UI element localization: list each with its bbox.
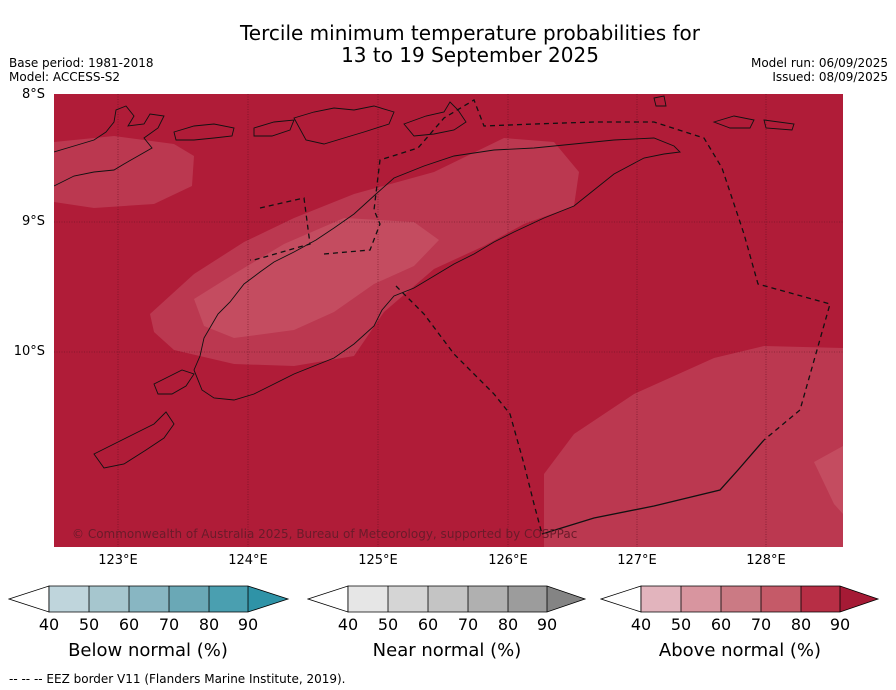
map-zone-above-70-east <box>814 446 843 514</box>
colorbar-below-60-70 <box>129 586 169 612</box>
colorbar-near-60-70 <box>428 586 468 612</box>
above-tick-90: 90 <box>829 615 851 634</box>
below-tick-70: 70 <box>158 615 180 634</box>
lon-label-127e: 127°E <box>617 553 657 568</box>
lon-label-123e: 123°E <box>98 553 138 568</box>
eez-border-dashed <box>250 99 831 535</box>
below-tick-90: 90 <box>237 615 259 634</box>
above-tick-70: 70 <box>750 615 772 634</box>
probability-map <box>54 94 843 547</box>
coastline-flores-alor <box>54 105 165 187</box>
lon-label-124e: 124°E <box>228 553 268 568</box>
near-tick-60: 60 <box>417 615 439 634</box>
above-tick-80: 80 <box>790 615 812 634</box>
lat-label-9s: 9°S <box>21 214 45 229</box>
near-tick-80: 80 <box>497 615 519 634</box>
chart-title-line2: 13 to 19 September 2025 <box>341 43 599 67</box>
lon-label-125e: 125°E <box>358 553 398 568</box>
base-period: Base period: 1981-2018 <box>9 56 154 70</box>
above-tick-60: 60 <box>710 615 732 634</box>
above-tick-50: 50 <box>670 615 692 634</box>
colorbar-near-normal <box>307 585 587 613</box>
coastline-eastern-islands <box>653 95 795 131</box>
coastline-wetar <box>403 101 467 137</box>
colorbar-label-below: Below normal (%) <box>68 640 228 661</box>
colorbar-above-60-70 <box>721 586 761 612</box>
eez-border-solid <box>541 439 765 535</box>
colorbar-near-80-90 <box>508 586 547 612</box>
colorbar-above-40-50 <box>641 586 681 612</box>
coastline-rote <box>153 369 195 395</box>
colorbar-below-40-50 <box>49 586 89 612</box>
colorbar-above-70-80 <box>761 586 801 612</box>
lon-label-126e: 126°E <box>488 553 528 568</box>
below-tick-40: 40 <box>38 615 60 634</box>
colorbar-below-min-arrow <box>8 585 50 613</box>
below-tick-60: 60 <box>118 615 140 634</box>
colorbar-below-80-90 <box>209 586 248 612</box>
map-zone-above-70-central <box>194 218 439 338</box>
eez-footnote: -- -- -- EEZ border V11 (Flanders Marine… <box>9 672 346 686</box>
colorbar-label-near: Near normal (%) <box>372 640 522 661</box>
near-tick-50: 50 <box>377 615 399 634</box>
near-tick-40: 40 <box>337 615 359 634</box>
map-zone-above-80-west <box>54 136 194 208</box>
colorbar-above-max-arrow <box>840 586 878 612</box>
near-tick-90: 90 <box>536 615 558 634</box>
colorbar-near-40-50 <box>348 586 388 612</box>
colorbar-below-max-arrow <box>248 586 288 612</box>
colorbar-near-50-60 <box>388 586 428 612</box>
coastline-alor-islands <box>173 105 395 145</box>
model-name: Model: ACCESS-S2 <box>9 70 121 84</box>
colorbar-above-normal <box>600 585 880 613</box>
lat-label-8s: 8°S <box>21 87 45 102</box>
below-tick-50: 50 <box>78 615 100 634</box>
coastline-timor <box>193 137 681 401</box>
colorbar-near-max-arrow <box>547 586 585 612</box>
lon-label-128e: 128°E <box>746 553 786 568</box>
colorbar-above-80-90 <box>801 586 840 612</box>
copyright-notice: © Commonwealth of Australia 2025, Bureau… <box>72 527 578 541</box>
lat-label-10s: 10°S <box>13 344 45 359</box>
map-zone-above-80-southeast <box>544 346 843 547</box>
below-tick-80: 80 <box>198 615 220 634</box>
colorbar-below-70-80 <box>169 586 209 612</box>
colorbar-near-70-80 <box>468 586 508 612</box>
above-tick-40: 40 <box>630 615 652 634</box>
issued-date: Issued: 08/09/2025 <box>772 70 888 84</box>
colorbar-above-min-arrow <box>600 585 642 613</box>
near-tick-70: 70 <box>457 615 479 634</box>
coastline-sawu <box>93 411 175 469</box>
colorbar-above-50-60 <box>681 586 721 612</box>
colorbar-label-above: Above normal (%) <box>658 640 822 661</box>
colorbar-below-50-60 <box>89 586 129 612</box>
colorbar-near-min-arrow <box>307 585 349 613</box>
colorbar-below-normal <box>8 585 290 613</box>
chart-title-line1: Tercile minimum temperature probabilitie… <box>239 21 701 45</box>
model-run: Model run: 06/09/2025 <box>750 56 888 70</box>
